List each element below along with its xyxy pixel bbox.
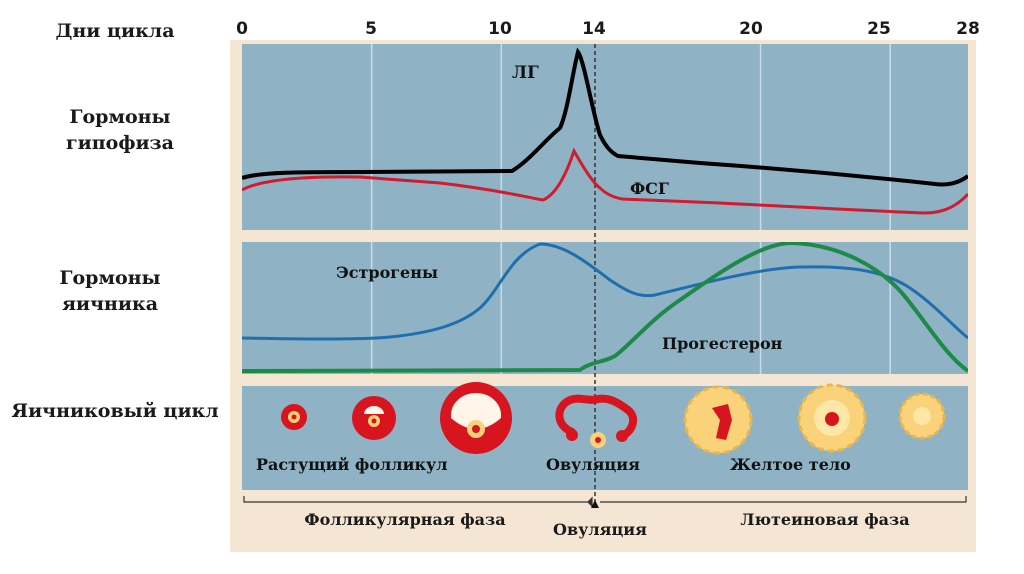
estrogen-label: Эстрогены bbox=[336, 263, 438, 282]
day-tick-25: 25 bbox=[867, 19, 891, 39]
day-tick-20: 20 bbox=[739, 19, 763, 39]
pituitary-hormones-label: Гормоны гипофиза bbox=[66, 106, 174, 154]
pituitary-panel bbox=[242, 44, 968, 230]
phase-bracket bbox=[243, 496, 967, 508]
progesterone-label: Прогестерон bbox=[662, 334, 783, 353]
follicle-small bbox=[281, 404, 307, 430]
day-tick-5: 5 bbox=[365, 19, 377, 39]
luteal-phase-label: Лютеиновая фаза bbox=[740, 510, 910, 529]
day-tick-14: 14 bbox=[582, 19, 606, 39]
growing-follicle-label: Растущий фолликул bbox=[256, 455, 448, 474]
follicle-large bbox=[440, 382, 512, 454]
follicular-phase-label: Фолликулярная фаза bbox=[304, 510, 506, 529]
ovulation-stage-label: Овуляция bbox=[546, 455, 640, 474]
grid-lines bbox=[370, 44, 891, 374]
day-tick-28: 28 bbox=[956, 19, 980, 39]
ovulation-arrow bbox=[591, 500, 599, 508]
estrogen-curve bbox=[242, 242, 968, 341]
day-tick-0: 0 bbox=[236, 19, 248, 39]
cycle-days-label: Дни цикла bbox=[55, 20, 175, 42]
fsh-label: ФСГ bbox=[630, 179, 669, 198]
follicle-medium bbox=[352, 396, 396, 440]
lh-curve bbox=[242, 47, 968, 187]
ovarian-panel bbox=[242, 242, 968, 374]
ovulation-follicle bbox=[555, 394, 638, 448]
ovarian-hormones-label: Гормоны яичника bbox=[59, 267, 161, 315]
corpus-luteum-mature bbox=[797, 383, 867, 453]
ovarian-cycle-label: Яичниковый цикл bbox=[11, 400, 219, 422]
lh-label: ЛГ bbox=[512, 63, 539, 83]
ovulation-phase-label: Овуляция bbox=[553, 520, 647, 539]
corpus-luteum-early bbox=[683, 385, 753, 455]
corpus-luteum-regressing bbox=[898, 392, 946, 440]
day-tick-10: 10 bbox=[488, 19, 512, 39]
fsh-curve bbox=[242, 147, 968, 215]
corpus-luteum-label: Желтое тело bbox=[730, 455, 851, 474]
progesterone-curve bbox=[242, 242, 968, 373]
